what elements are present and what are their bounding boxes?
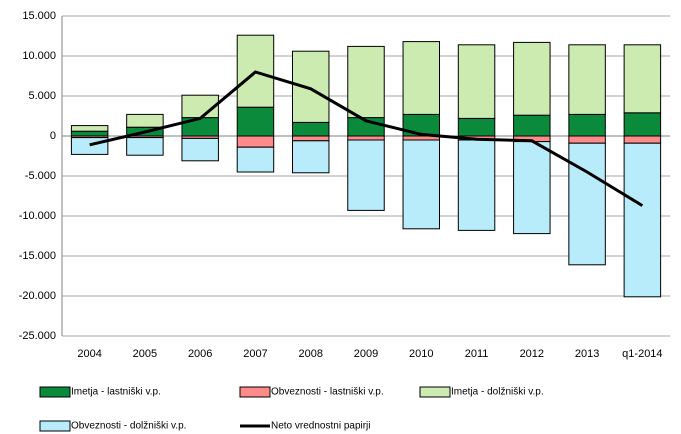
y-tick-label: -15.000 <box>19 250 56 262</box>
bar <box>291 121 330 137</box>
legend-label: Imetja - dolžniški v.p. <box>451 387 544 398</box>
bar <box>70 125 109 132</box>
bar <box>513 141 551 235</box>
legend-marker <box>39 386 71 398</box>
bar <box>513 41 551 116</box>
bar <box>347 135 385 141</box>
legend-label: Imetja - lastniški v.p. <box>71 387 161 398</box>
legend-marker <box>419 386 451 398</box>
legend-label: Obveznosti - dolžniški v.p. <box>71 421 186 432</box>
bar <box>402 41 441 115</box>
y-tick-label: 10.000 <box>22 50 56 62</box>
bar <box>236 106 275 137</box>
x-tick-label: 2005 <box>133 348 157 360</box>
x-tick-label: 2004 <box>77 348 101 360</box>
bar <box>623 142 662 298</box>
bar <box>623 135 662 144</box>
bar <box>126 137 164 156</box>
y-tick-label: 15.000 <box>22 10 56 22</box>
x-tick-label: 2006 <box>188 348 212 360</box>
bar <box>402 139 441 230</box>
x-tick-label: 2007 <box>243 348 267 360</box>
bar <box>457 139 496 231</box>
y-tick-label: 0 <box>50 130 56 142</box>
bar <box>623 112 662 137</box>
bar <box>457 44 496 119</box>
y-tick-label: -10.000 <box>19 210 56 222</box>
bar <box>457 117 496 137</box>
x-tick-label: 2008 <box>298 348 322 360</box>
x-tick-label: 2013 <box>575 348 599 360</box>
bar <box>568 142 606 266</box>
bar <box>126 113 164 128</box>
y-tick-label: -25.000 <box>19 330 56 342</box>
legend-label: Obveznosti - lastniški v.p. <box>271 387 384 398</box>
bar <box>513 114 551 137</box>
bar <box>291 135 330 142</box>
legend-label: Neto vrednostni papirji <box>271 421 371 432</box>
x-tick-label: 2012 <box>520 348 544 360</box>
y-tick-label: -5.000 <box>25 170 56 182</box>
bar <box>181 137 219 162</box>
x-tick-label: q1-2014 <box>622 348 662 360</box>
bar <box>291 50 330 123</box>
bar <box>347 139 385 211</box>
legend-marker <box>239 386 271 398</box>
bar <box>568 135 606 144</box>
bar <box>568 44 606 115</box>
bar <box>236 135 275 148</box>
legend-marker <box>39 420 71 432</box>
x-tick-label: 2010 <box>409 348 433 360</box>
y-tick-label: -20.000 <box>19 290 56 302</box>
bar <box>70 137 109 155</box>
bar <box>347 45 385 119</box>
bar <box>623 44 662 114</box>
y-tick-label: 5.000 <box>28 90 56 102</box>
x-tick-label: 2009 <box>354 348 378 360</box>
bar <box>236 146 275 173</box>
bar <box>70 130 109 137</box>
line-series <box>89 70 644 207</box>
bar <box>291 140 330 174</box>
x-tick-label: 2011 <box>465 348 489 360</box>
bar <box>568 113 606 137</box>
